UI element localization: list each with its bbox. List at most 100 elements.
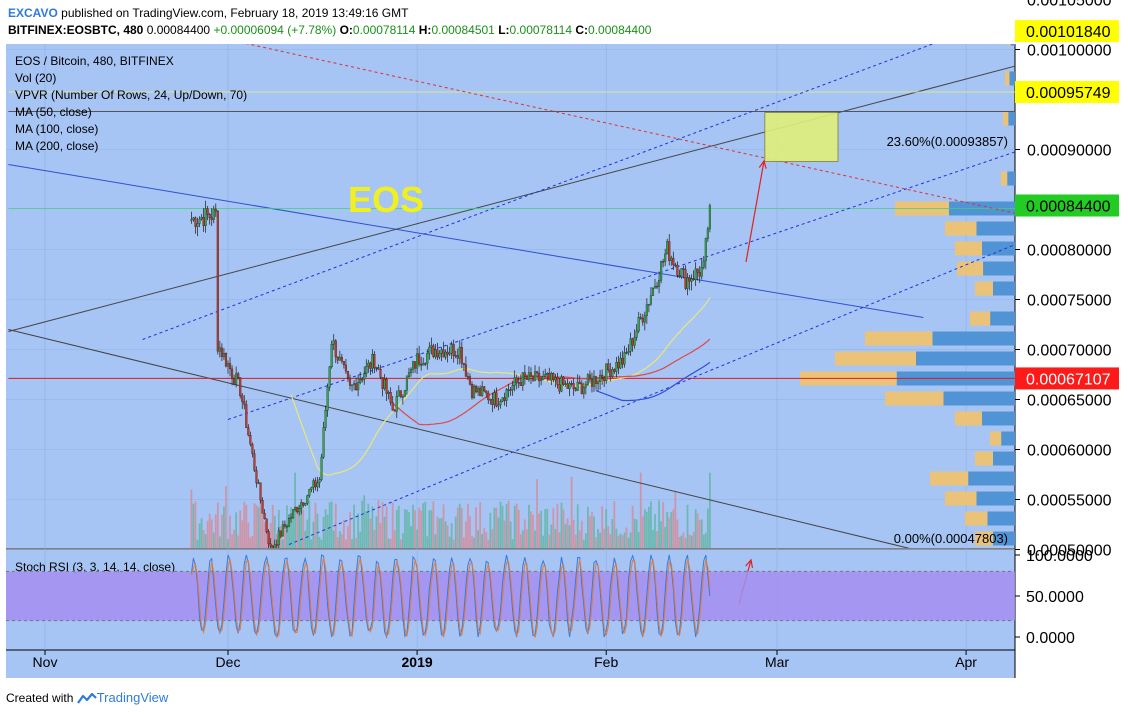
blue-trendline (8, 164, 924, 318)
candle-body (554, 377, 557, 381)
time-tick-label: Dec (216, 654, 241, 670)
candle-body (495, 392, 498, 407)
candle-body (324, 410, 327, 428)
candle-body (235, 373, 238, 385)
volume-bar (369, 518, 372, 548)
volume-bar (343, 519, 345, 548)
volume-bar (538, 513, 540, 548)
candle-body (627, 351, 630, 353)
volume-bar (460, 507, 463, 548)
candle-body (255, 470, 258, 484)
candle-body (546, 373, 549, 375)
candle-body (588, 374, 591, 380)
price-tick-label: 0.00050000 (1027, 543, 1112, 560)
legend-line: MA (200, close) (15, 139, 98, 153)
candle-body (664, 253, 667, 262)
time-axis-pane[interactable] (6, 650, 1015, 678)
volume-bar (438, 518, 441, 548)
candle-body (444, 351, 447, 358)
candle-body (407, 372, 411, 378)
candle-body (336, 356, 339, 361)
volume-bar (377, 500, 380, 548)
candle-body (560, 376, 563, 392)
volume-bar (605, 509, 608, 548)
volume-bar (593, 516, 595, 548)
price-badge-label: 0.00084400 (1026, 199, 1111, 216)
volume-bar (597, 529, 599, 548)
stoch-title: Stoch RSI (3, 3, 14, 14, close) (15, 560, 175, 574)
candle-body (314, 480, 317, 488)
volume-bar (304, 530, 307, 548)
volume-bar (607, 526, 610, 548)
volume-bar (680, 535, 683, 548)
volume-bar (584, 533, 587, 548)
volume-bar (694, 509, 697, 548)
candle-body (680, 268, 683, 277)
stoch-tick-label: 50.0000 (1026, 589, 1084, 606)
candle-body (216, 211, 219, 352)
price-axis-pane[interactable] (1015, 44, 1121, 650)
main-pane[interactable] (6, 44, 1015, 548)
target-zone-box (764, 112, 839, 162)
volume-bar (357, 513, 360, 548)
candle-body (450, 344, 453, 354)
candle-body (603, 377, 606, 382)
candle-body (483, 386, 486, 392)
candle-body (493, 392, 496, 405)
vp-up-bar (993, 531, 1015, 546)
volume-bar (292, 517, 294, 548)
candle-body (367, 362, 370, 367)
footer-brand[interactable]: TradingView (96, 690, 169, 705)
candle-body (580, 383, 583, 394)
candle-body (361, 379, 364, 381)
candle-body (481, 386, 484, 396)
volume-bar (558, 532, 561, 548)
volume-bar (542, 535, 545, 548)
candle-body (416, 353, 419, 369)
open-value: 0.00078114 (352, 23, 416, 37)
volume-bar (709, 472, 711, 548)
tradingview-logo-icon[interactable] (76, 693, 97, 704)
footer: Created with TradingView (6, 690, 168, 705)
candle-body (619, 357, 622, 369)
volume-bar (284, 529, 286, 548)
volume-bar (560, 502, 563, 548)
vp-up-bar (1009, 71, 1015, 86)
volume-bar (668, 517, 671, 548)
volume-bar (208, 513, 211, 548)
author-name[interactable]: EXCAVO (8, 6, 58, 20)
volume-bar (515, 503, 518, 548)
candle-body (334, 340, 337, 358)
volume-bar (196, 539, 199, 548)
candle-body (487, 392, 490, 401)
volume-bar (253, 503, 256, 548)
volume-bar (654, 514, 656, 548)
volume-bar (416, 529, 418, 548)
candle-body (294, 507, 297, 510)
volume-bar (462, 537, 465, 548)
volume-bar (446, 525, 449, 548)
volume-bar (664, 526, 667, 548)
candle-body (310, 487, 313, 490)
volume-bar (582, 539, 585, 548)
candle-body (214, 208, 217, 212)
candle-body (198, 218, 201, 224)
volume-bar (491, 529, 494, 548)
volume-bar (580, 520, 583, 548)
vp-up-bar (987, 511, 1015, 526)
candle-body (218, 347, 221, 352)
candle-body (259, 482, 262, 501)
volume-bar (328, 502, 331, 548)
volume-bar (572, 519, 575, 548)
candle-body (666, 241, 669, 255)
price-target-arrow-head (758, 159, 767, 169)
volume-bar (641, 516, 644, 548)
candle-body (239, 377, 242, 396)
volume-bar (393, 530, 396, 548)
annotations: EOS / Bitcoin, 480, BITFINEX Vol (20) VPVR… (15, 54, 1008, 605)
candle-body (574, 388, 577, 391)
candle-body (269, 543, 272, 547)
volume-bar (570, 476, 573, 548)
volume-bar (379, 522, 382, 548)
